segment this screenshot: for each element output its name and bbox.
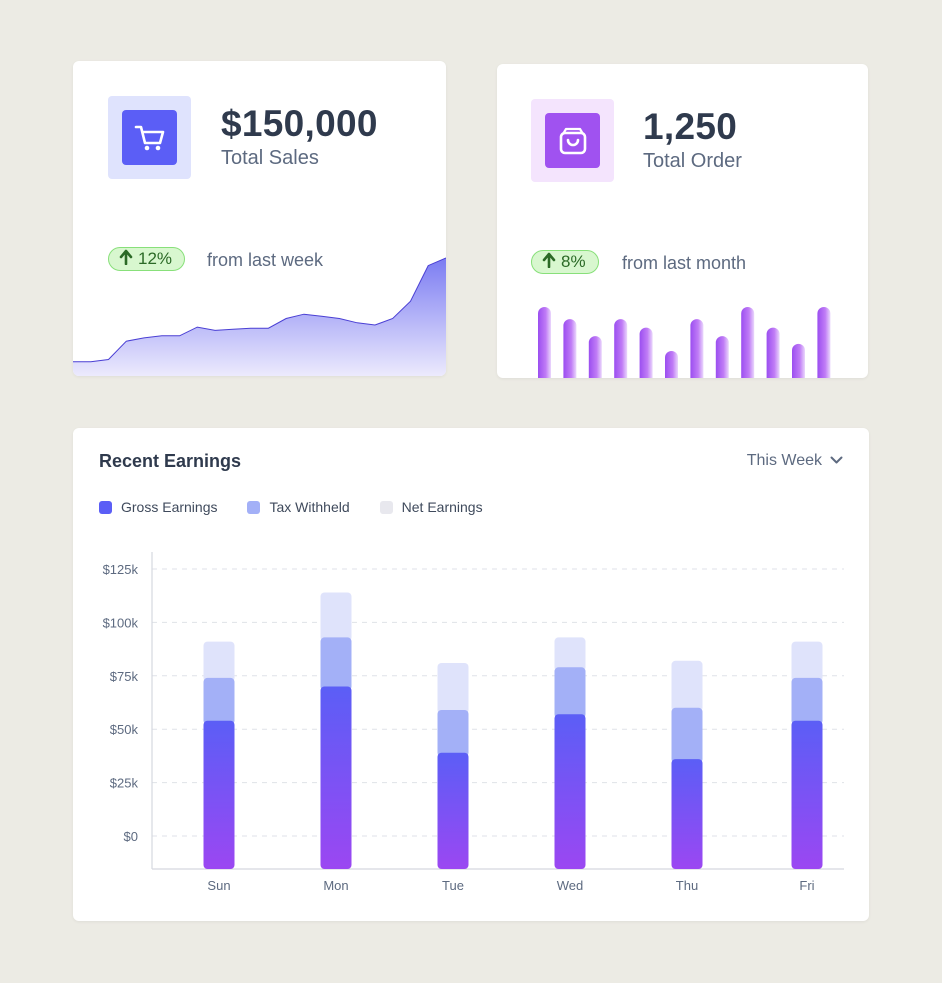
bar-tax-withheld <box>320 637 352 691</box>
total-order-value: 1,250 <box>643 106 738 147</box>
legend-label-net: Net Earnings <box>401 499 483 515</box>
earnings-legend: Gross Earnings Tax Withheld Net Earnings <box>99 499 483 515</box>
y-tick-label: $125k <box>103 562 139 577</box>
order-bar <box>588 336 602 378</box>
bag-icon-tile <box>531 99 614 182</box>
bar-net-earnings <box>320 592 352 642</box>
total-order-label: Total Order <box>643 150 742 172</box>
order-bar <box>563 319 577 378</box>
earnings-chart: $0 $25k $50k $75k $100k $125k Sun Mon Tue Wed Thu F… <box>103 552 844 893</box>
bar-tax-withheld <box>791 677 823 725</box>
bar-net-earnings <box>671 660 703 712</box>
period-dropdown[interactable]: This Week <box>747 452 843 470</box>
sparkline-area <box>73 258 446 376</box>
sales-change-badge: 12% <box>108 247 186 271</box>
legend-item-net: Net Earnings <box>379 499 483 515</box>
bar-gross-earnings <box>671 759 703 869</box>
order-bar <box>817 307 831 378</box>
sales-sparkline <box>73 257 446 376</box>
bar-net-earnings <box>791 641 823 682</box>
bar-tax-withheld <box>203 677 235 725</box>
total-sales-card: $150,000 Total Sales 12% from last week <box>73 61 446 376</box>
x-tick-label: Wed <box>557 878 584 893</box>
y-tick-label: $75k <box>110 669 139 684</box>
period-dropdown-value: This Week <box>746 452 822 469</box>
bar-net-earnings <box>437 663 469 714</box>
legend-swatch-net <box>379 500 393 514</box>
orders-change-badge: 8% <box>531 250 599 274</box>
orders-change-note: from last month <box>622 253 747 273</box>
cart-icon-tile <box>108 96 191 179</box>
bar-gross-earnings <box>554 714 586 869</box>
order-bar <box>792 343 805 378</box>
bar-tax-withheld <box>554 667 586 719</box>
order-bar <box>766 327 780 378</box>
order-bar <box>741 307 755 378</box>
arrow-up-icon <box>119 249 133 270</box>
earnings-title: Recent Earnings <box>99 451 242 471</box>
legend-label-gross: Gross Earnings <box>121 499 218 515</box>
y-tick-label: $100k <box>103 615 139 630</box>
bar-gross-earnings <box>203 720 235 869</box>
orders-bar-sparkline <box>538 307 831 378</box>
bar-gross-earnings <box>791 720 823 869</box>
cart-icon <box>122 110 177 165</box>
order-bar <box>715 336 729 378</box>
order-bar <box>690 319 704 378</box>
y-tick-label: $25k <box>110 776 139 791</box>
sales-change-note: from last week <box>207 250 324 270</box>
x-tick-label: Fri <box>799 878 814 893</box>
bar-net-earnings <box>554 637 586 672</box>
x-tick-label: Tue <box>442 878 464 893</box>
legend-swatch-gross <box>99 500 112 514</box>
shopping-bag-icon <box>545 113 600 168</box>
bar-gross-earnings <box>320 686 352 869</box>
arrow-up-icon <box>542 252 556 273</box>
legend-label-tax: Tax Withheld <box>269 499 350 515</box>
order-bar <box>614 319 628 378</box>
bar-net-earnings <box>203 641 235 682</box>
bar-tax-withheld <box>671 707 703 764</box>
x-tick-label: Thu <box>676 878 698 893</box>
total-sales-label: Total Sales <box>221 147 319 169</box>
bar-gross-earnings <box>437 752 469 869</box>
sales-change-value: 12% <box>138 249 173 268</box>
total-sales-value: $150,000 <box>221 103 378 144</box>
order-bar <box>639 327 653 378</box>
recent-earnings-card: Recent Earnings This Week Gross Earnings… <box>73 428 869 921</box>
orders-change-value: 8% <box>561 252 586 271</box>
y-tick-label: $0 <box>124 829 138 844</box>
legend-item-tax: Tax Withheld <box>247 499 350 515</box>
order-bar <box>665 351 678 378</box>
sparkline-line <box>73 257 446 363</box>
legend-item-gross: Gross Earnings <box>99 499 217 515</box>
y-tick-label: $50k <box>110 722 139 737</box>
legend-swatch-tax <box>247 500 261 514</box>
total-order-card: 1,250 Total Order 8% from last month <box>497 64 868 378</box>
bar-tax-withheld <box>437 710 469 757</box>
order-bar <box>538 307 551 378</box>
x-tick-label: Mon <box>323 878 348 893</box>
x-tick-label: Sun <box>207 878 230 893</box>
chevron-down-icon <box>830 452 843 470</box>
